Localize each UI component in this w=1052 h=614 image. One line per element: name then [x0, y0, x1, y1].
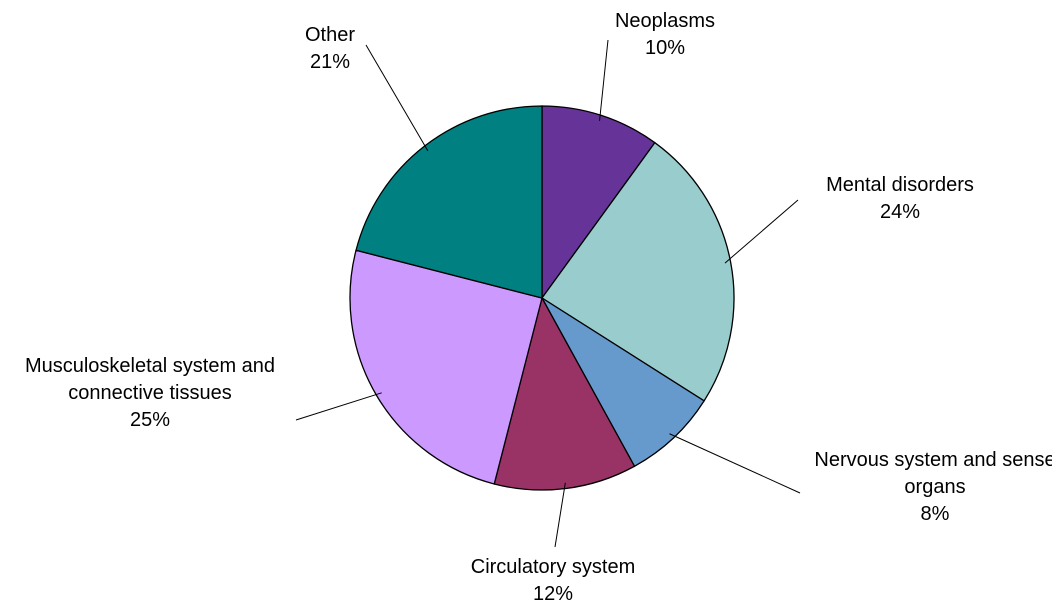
- pie-slice: [541, 105, 656, 301]
- leader-line: [554, 482, 566, 548]
- slice-value-label: 12%: [532, 583, 574, 605]
- pie-slice: [355, 105, 543, 299]
- leader-line: [669, 433, 801, 494]
- slice-value-label: 8%: [920, 503, 950, 525]
- slice-value-label: 10%: [644, 37, 686, 59]
- slice-label: Mental disorders: [826, 174, 974, 196]
- slice-label: Nervous system and sense organs: [814, 449, 1052, 498]
- slice-value-label: 21%: [309, 51, 351, 73]
- pie-slice: [541, 141, 735, 402]
- slice-value-label: 24%: [879, 201, 921, 223]
- slice-label: Circulatory system: [470, 556, 636, 578]
- leader-line: [724, 199, 799, 264]
- leader-line: [365, 44, 429, 152]
- slice-value-label: 25%: [129, 409, 171, 431]
- leader-line: [295, 392, 382, 421]
- slice-label: Neoplasms: [614, 10, 716, 32]
- slice-label: Musculoskeletal system and connective ti…: [24, 355, 276, 404]
- pie-slice: [541, 297, 706, 468]
- leader-line: [599, 39, 609, 121]
- pie-slice: [493, 296, 636, 491]
- slice-label: Other: [304, 24, 356, 46]
- pie-slice: [349, 249, 543, 485]
